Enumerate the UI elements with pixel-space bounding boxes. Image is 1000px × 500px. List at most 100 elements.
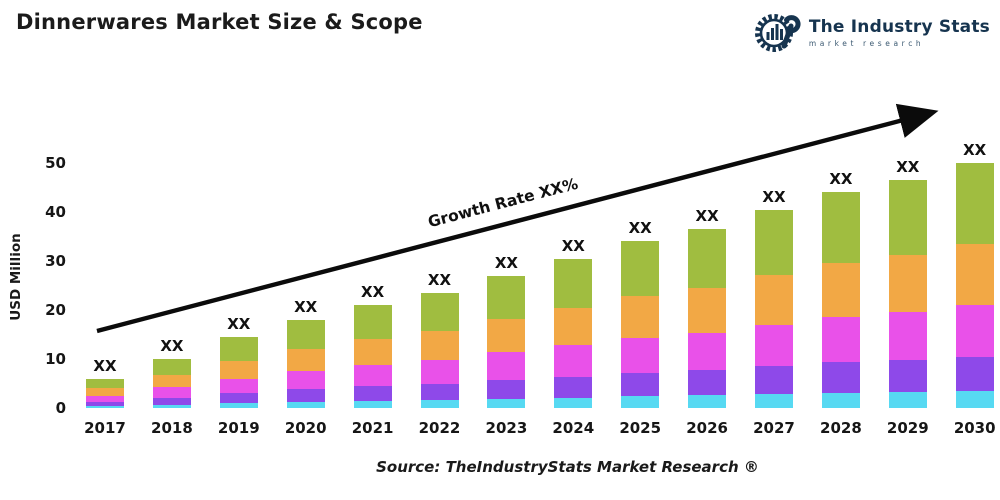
bar-value-label: XX [829,170,853,189]
bar-2023-segment-green [487,275,526,320]
bar-2024-segment-green [554,258,593,309]
bar-2021-segment-magenta [353,364,392,387]
bar-2022-segment-orange [420,331,459,360]
bar-2026-segment-cyan [688,395,727,408]
bar-2019-segment-green [219,336,258,361]
bar-2027-segment-orange [755,275,793,325]
bar-2024-segment-magenta [554,345,593,377]
bar-2023-segment-cyan [487,398,526,408]
bar-2027-segment-cyan [755,394,793,408]
bar-2022-segment-green [420,292,459,332]
bar-2030-segment-cyan [955,390,994,408]
bar-2028-segment-purple [821,362,860,393]
bar-value-label: XX [896,158,920,177]
bar-2020-segment-purple [286,389,325,402]
page-title: Dinnerwares Market Size & Scope [16,10,423,34]
bar-2024-segment-purple [554,376,593,398]
x-axis-label: 2023 [485,419,528,437]
bar-2029-segment-orange [888,255,927,312]
bar-2019-segment-orange [219,360,258,379]
bar-2023-segment-magenta [487,352,526,381]
y-tick-label: 20 [45,301,66,319]
bar-2017-segment-purple [86,402,124,407]
x-axis-label: 2017 [84,419,126,437]
bar-2025-segment-magenta [621,337,660,373]
bar-2026-segment-purple [688,370,727,396]
bar-2029-segment-purple [888,359,927,392]
bar-value-label: XX [160,337,184,355]
x-axis-label: 2019 [217,419,260,437]
bar-value-label: XX [494,253,518,272]
bar-2025-segment-orange [621,296,660,338]
bar-2028-segment-green [821,192,860,264]
bar-2018-segment-purple [152,397,191,405]
bar-value-label: XX [628,219,652,238]
bar-2021-segment-orange [353,338,392,365]
x-axis-label: 2029 [886,419,929,437]
logo-tagline: market research [808,38,925,48]
x-axis-label: 2020 [284,419,327,437]
bar-value-label: XX [93,356,117,375]
bar-2019-segment-purple [219,393,258,404]
bar-2026-segment-magenta [688,332,727,371]
bar-2024-segment-cyan [554,397,593,408]
growth-rate-annotation: Growth Rate XX% [426,174,580,232]
logo-name: The Industry Stats [808,16,990,37]
bar-2017-segment-orange [86,388,124,396]
bar-2022-segment-magenta [420,359,459,384]
bar-2028-segment-magenta [821,317,860,363]
bar-2023-segment-purple [487,380,526,399]
bar-2030-segment-orange [955,243,994,306]
bar-2018-segment-magenta [152,387,191,398]
bar-2030-segment-magenta [955,305,994,357]
bar-2026-segment-green [688,229,727,288]
bar-2030-segment-purple [955,356,994,391]
bar-2025-segment-purple [621,372,660,397]
bar-2029-segment-green [888,180,927,256]
x-axis-label: 2024 [552,419,595,437]
bar-value-label: XX [695,207,719,226]
bar-value-label: XX [963,141,987,159]
y-tick-label: 30 [45,252,66,270]
bar-2023-segment-orange [487,319,526,353]
bar-2021-segment-cyan [353,400,392,408]
bar-2020-segment-orange [286,348,325,371]
x-axis-label: 2028 [820,419,862,437]
y-tick-label: 50 [45,154,66,172]
y-axis-title: USD Million [8,233,24,321]
bar-2021-segment-green [353,305,392,339]
bar-2018-segment-orange [152,375,191,388]
bar-2021-segment-purple [353,386,392,401]
bar-2020-segment-magenta [286,370,325,390]
bar-value-label: XX [427,270,452,289]
bar-2027-segment-green [755,209,793,276]
x-axis-label: 2022 [418,419,461,437]
bar-value-label: XX [294,297,318,316]
bar-2027-segment-purple [755,366,793,395]
bar-2017-segment-cyan [86,406,124,408]
bar-2018-segment-green [152,359,191,376]
bar-value-label: XX [561,236,585,255]
x-axis-label: 2021 [351,419,394,437]
bar-2020-segment-green [286,319,325,349]
x-axis-label: 2027 [753,419,795,437]
bar-value-label: XX [361,283,385,302]
y-tick-label: 0 [55,399,66,417]
gear-wrench-chart-icon [753,6,803,60]
bar-2027-segment-magenta [755,324,793,367]
x-axis-label: 2030 [953,419,996,437]
bar-2029-segment-magenta [888,311,927,360]
y-tick-label: 40 [45,203,66,221]
bar-2020-segment-cyan [286,401,325,408]
brand-logo: The Industry Stats market research [753,6,990,60]
x-axis-label: 2018 [151,419,193,437]
bar-2019-segment-magenta [219,378,258,394]
source-attribution: Source: TheIndustryStats Market Research… [376,458,759,476]
bar-2022-segment-purple [420,383,459,401]
x-axis-label: 2025 [619,419,662,437]
bar-value-label: XX [227,314,251,333]
bar-2025-segment-cyan [621,396,660,408]
bar-2025-segment-green [621,241,660,297]
bar-2024-segment-orange [554,308,593,346]
